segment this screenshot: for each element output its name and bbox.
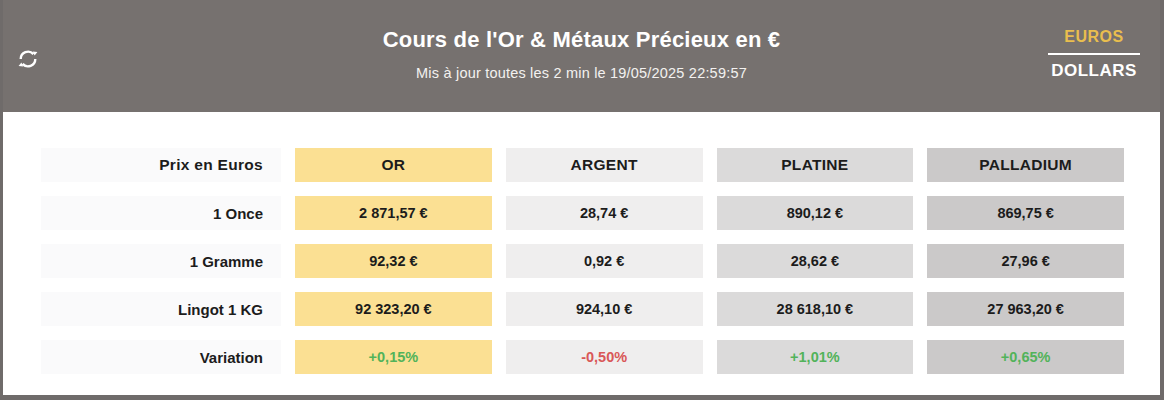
refresh-icon: [16, 59, 40, 74]
refresh-button[interactable]: [16, 47, 40, 71]
variation-or: +0,15%: [295, 340, 492, 374]
price-or-gramme: 92,32 €: [295, 244, 492, 278]
price-palladium-lingot: 27 963,20 €: [927, 292, 1124, 326]
toggle-dollars[interactable]: DOLLARS: [1044, 61, 1144, 81]
column-header-or: OR: [295, 148, 492, 182]
price-platine-gramme: 28,62 €: [717, 244, 914, 278]
header-titles: Cours de l'Or & Métaux Précieux en € Mis…: [3, 0, 1160, 81]
price-platine-once: 890,12 €: [717, 196, 914, 230]
toggle-divider: [1048, 53, 1140, 55]
row-label-lingot: Lingot 1 KG: [41, 292, 281, 326]
price-palladium-gramme: 27,96 €: [927, 244, 1124, 278]
last-updated-text: Mis à jour toutes les 2 min le 19/05/202…: [3, 65, 1160, 81]
price-palladium-once: 869,75 €: [927, 196, 1124, 230]
prices-table: Prix en Euros OR ARGENT PLATINE PALLADIU…: [41, 148, 1124, 374]
toggle-euros[interactable]: EUROS: [1044, 28, 1144, 46]
corner-label: Prix en Euros: [41, 148, 281, 182]
row-label-gramme: 1 Gramme: [41, 244, 281, 278]
column-header-platine: PLATINE: [717, 148, 914, 182]
row-label-variation: Variation: [41, 340, 281, 374]
gold-prices-widget: Cours de l'Or & Métaux Précieux en € Mis…: [0, 0, 1164, 400]
row-label-once: 1 Once: [41, 196, 281, 230]
price-argent-once: 28,74 €: [506, 196, 703, 230]
price-platine-lingot: 28 618,10 €: [717, 292, 914, 326]
price-or-once: 2 871,57 €: [295, 196, 492, 230]
price-or-lingot: 92 323,20 €: [295, 292, 492, 326]
widget-header: Cours de l'Or & Métaux Précieux en € Mis…: [3, 0, 1160, 112]
variation-argent: -0,50%: [506, 340, 703, 374]
table-area: Prix en Euros OR ARGENT PLATINE PALLADIU…: [3, 112, 1160, 374]
currency-toggle: EUROS DOLLARS: [1044, 28, 1144, 81]
variation-palladium: +0,65%: [927, 340, 1124, 374]
column-header-argent: ARGENT: [506, 148, 703, 182]
variation-platine: +1,01%: [717, 340, 914, 374]
price-argent-lingot: 924,10 €: [506, 292, 703, 326]
page-title: Cours de l'Or & Métaux Précieux en €: [3, 27, 1160, 53]
price-argent-gramme: 0,92 €: [506, 244, 703, 278]
column-header-palladium: PALLADIUM: [927, 148, 1124, 182]
